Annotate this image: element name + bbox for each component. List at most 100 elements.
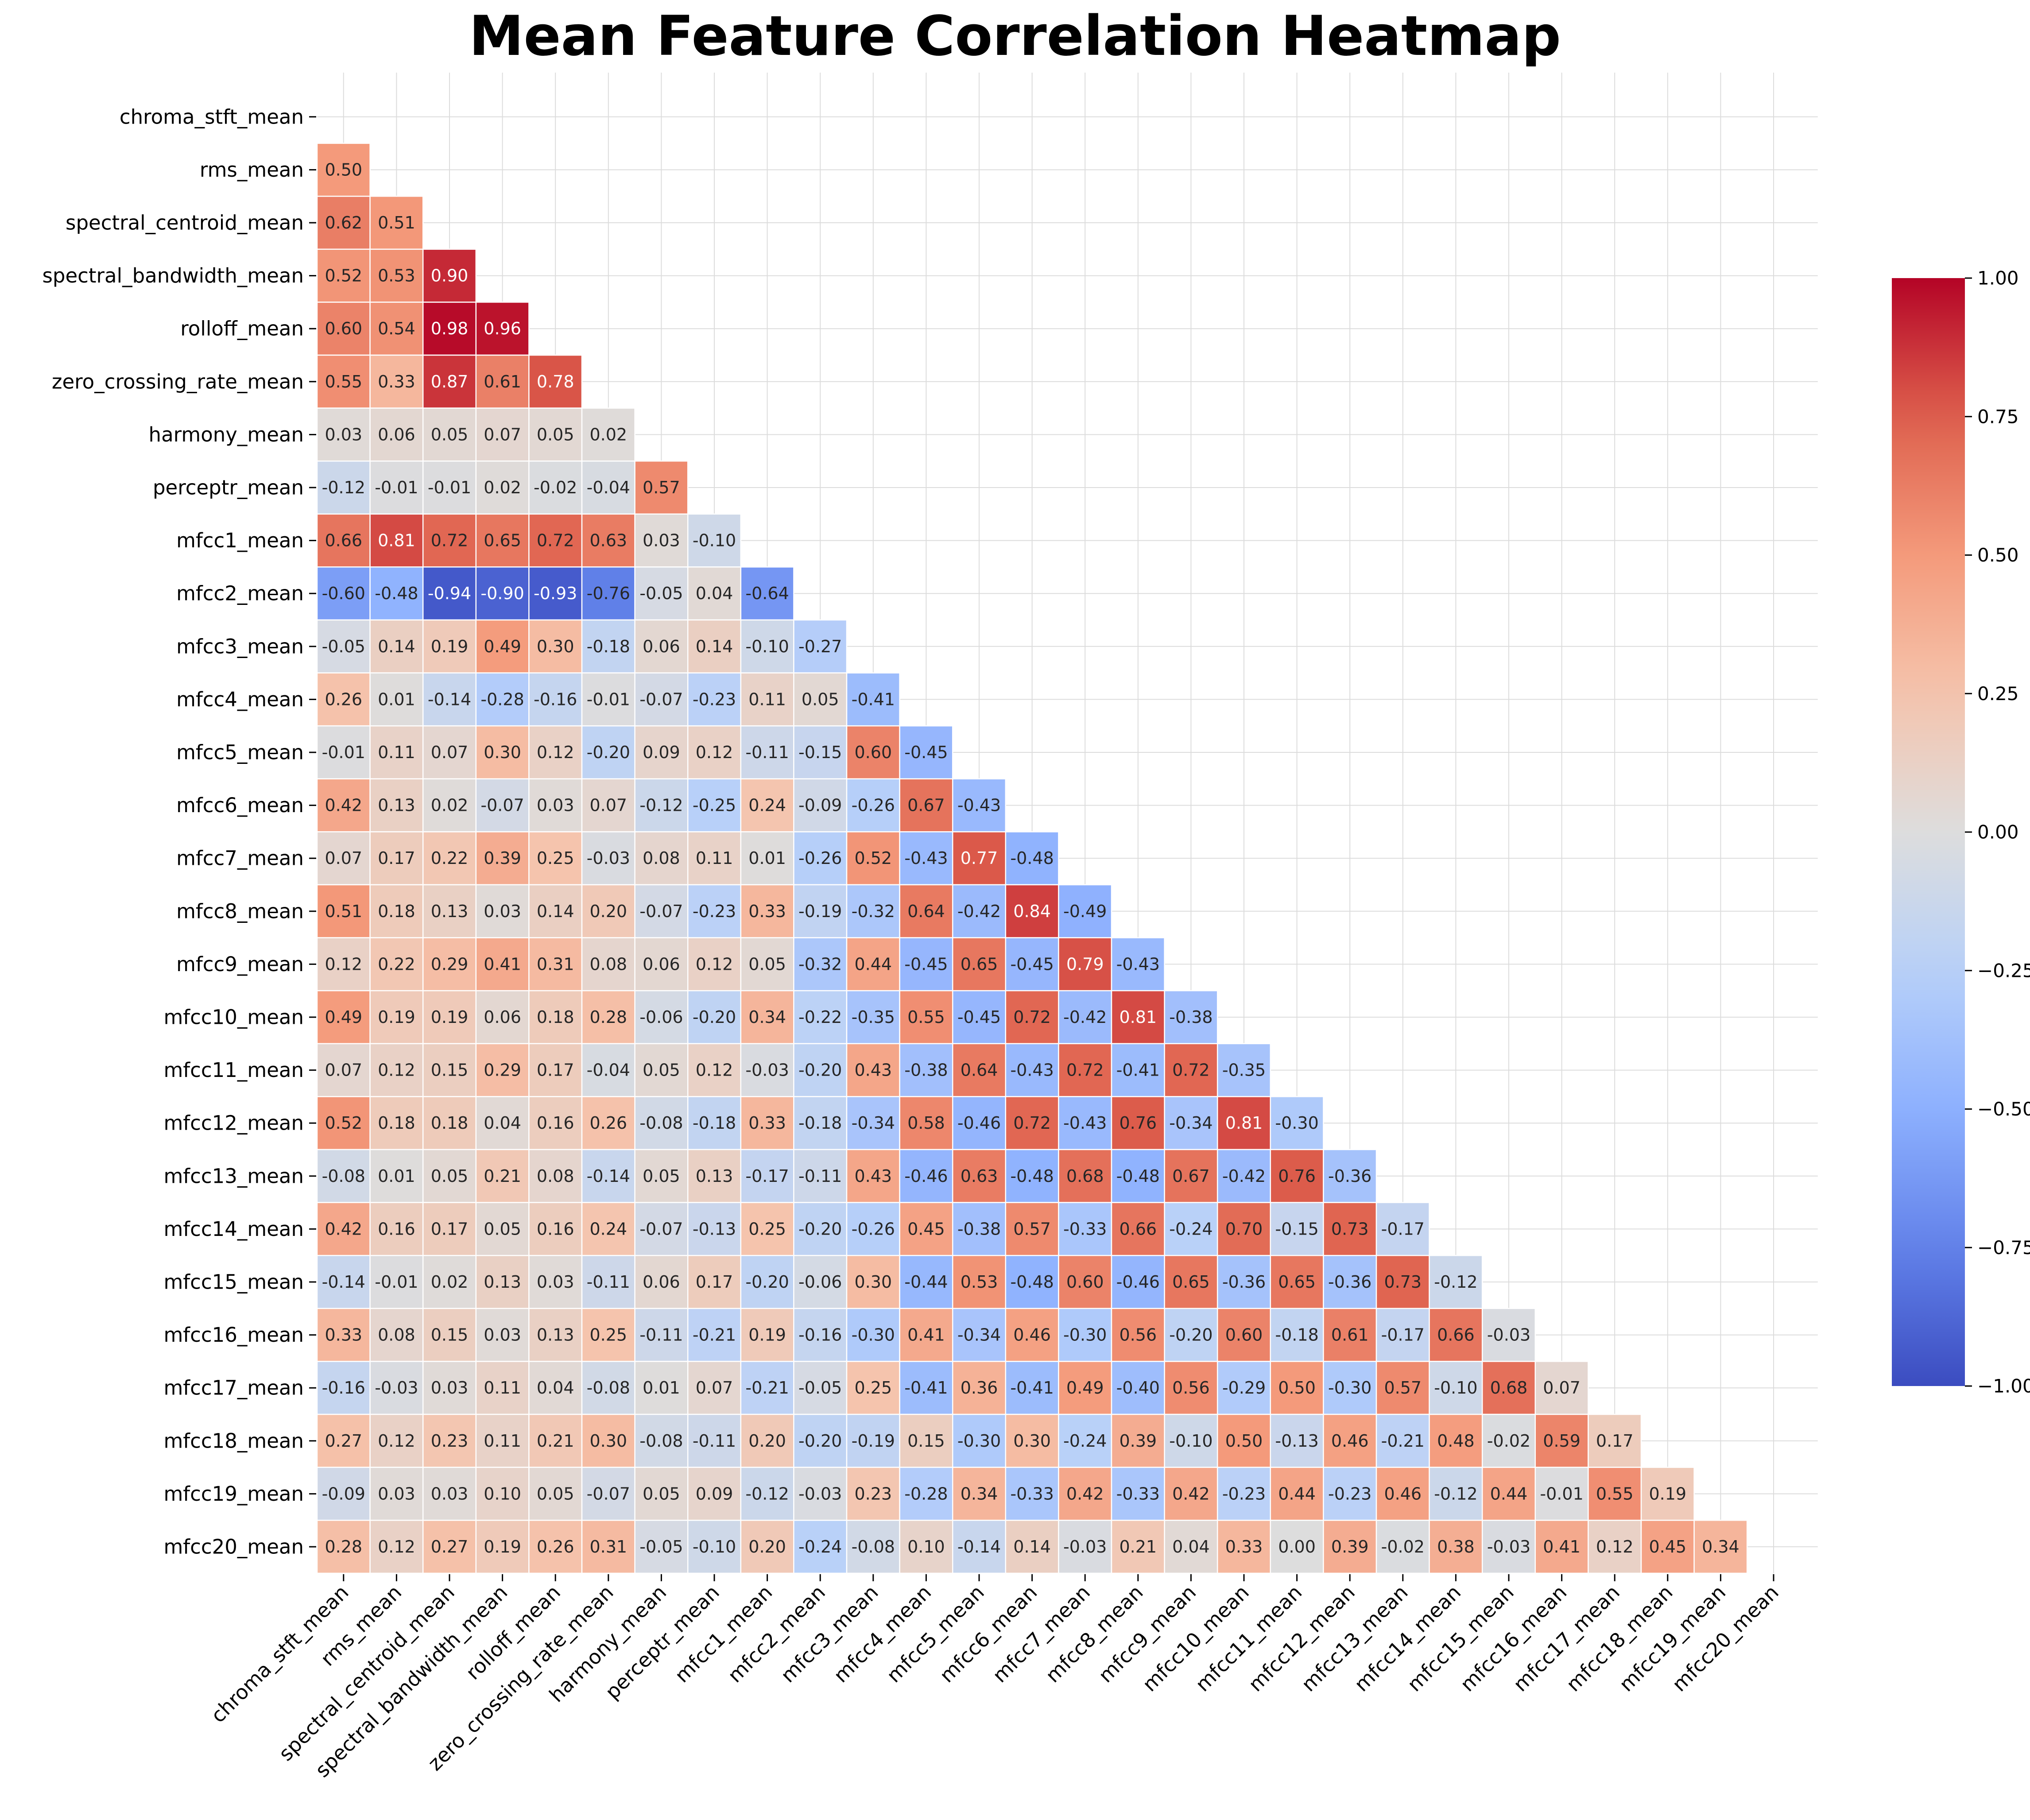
heatmap-cell [1111,1361,1165,1415]
cell-value-label: -0.08 [852,1537,895,1557]
cell-value-label: -0.34 [1169,1113,1213,1133]
heatmap-cell [1429,1361,1483,1415]
heatmap-cell [634,566,689,621]
cell-value-label: 0.14 [378,637,415,656]
cell-value-label: -0.09 [798,796,842,815]
cell-value-label: 0.29 [431,954,469,974]
cell-value-label: 0.25 [854,1378,892,1398]
heatmap-cell [1058,937,1112,991]
heatmap-cell [952,1096,1007,1150]
cell-value-label: -0.18 [798,1113,842,1133]
cell-value-label: -0.26 [852,796,895,815]
cell-value-label: -0.02 [1487,1431,1530,1451]
cell-value-label: 0.02 [484,478,521,497]
heatmap-cell [1164,990,1218,1045]
y-tick-label: mfcc16_mean [163,1323,304,1347]
cell-value-label: -0.03 [798,1484,842,1503]
cell-value-label: 0.22 [378,954,415,974]
heatmap-cell [316,990,371,1045]
heatmap-cell [581,1096,635,1150]
y-tick-label: spectral_bandwidth_mean [42,264,304,287]
heatmap-cell [634,619,689,674]
cell-value-label: 0.52 [854,848,892,868]
heatmap-cell [1005,1361,1059,1415]
cell-value-label: 0.55 [325,372,362,391]
heatmap-cell [528,354,583,409]
cell-value-label: -0.43 [1063,1113,1107,1133]
heatmap-cell [422,1308,477,1362]
heatmap-cell [952,1467,1007,1521]
heatmap-cell [634,1413,689,1468]
heatmap-cell [634,1043,689,1097]
heatmap-cell [1005,1413,1059,1468]
heatmap-cell [316,1519,371,1574]
cell-value-label: -0.38 [904,1061,948,1080]
chart-title: Mean Feature Correlation Heatmap [469,4,1561,68]
cell-value-label: 0.64 [961,1061,998,1080]
heatmap-cell [1216,1361,1271,1415]
heatmap-cell [687,1255,742,1309]
heatmap-cell [528,1255,583,1309]
cell-value-label: -0.23 [1222,1484,1266,1503]
cell-value-label: -0.43 [957,796,1001,815]
heatmap-cell [1111,1202,1165,1256]
cell-value-label: 0.31 [589,1537,627,1557]
heatmap-cell [1375,1361,1430,1415]
heatmap-cell [1323,1413,1377,1468]
heatmap-cell [634,990,689,1045]
cell-value-label: 0.50 [1278,1378,1316,1398]
cell-value-label: 0.43 [854,1061,892,1080]
cell-value-label: 0.63 [589,531,627,550]
cell-value-label: 0.17 [431,1219,469,1239]
y-tick-label: perceptr_mean [153,476,304,500]
cell-value-label: 0.46 [1331,1431,1369,1451]
cell-value-label: 0.15 [907,1431,945,1451]
cell-value-label: -0.05 [322,637,365,656]
cell-value-label: -0.05 [798,1378,842,1398]
cell-value-label: 0.03 [537,796,574,815]
heatmap-cell [1270,1361,1324,1415]
heatmap-cell [687,619,742,674]
heatmap-cell [316,195,371,250]
heatmap-cell [422,1413,477,1468]
cell-value-label: 0.96 [484,319,521,338]
heatmap-cell [316,354,371,409]
y-tick-label: mfcc7_mean [176,847,304,870]
colorbar-tick-label: 0.00 [1977,821,2019,843]
cell-value-label: -0.18 [1275,1325,1318,1345]
heatmap-cell [634,460,689,515]
heatmap-cell [581,1202,635,1256]
heatmap-cell [740,1096,794,1150]
cell-value-label: 0.04 [1172,1537,1210,1557]
cell-value-label: -0.35 [1222,1061,1266,1080]
cell-value-label: 0.81 [1119,1007,1157,1027]
cell-value-label: -0.45 [957,1007,1001,1027]
heatmap-cell [687,1096,742,1150]
cell-value-label: 0.17 [537,1061,574,1080]
heatmap-cell [1640,1519,1695,1574]
heatmap-cell [1640,1467,1695,1521]
cell-value-label: -0.24 [1063,1431,1107,1451]
cell-value-label: 0.09 [696,1484,733,1503]
heatmap-cell [687,1413,742,1468]
heatmap-cell [581,1519,635,1574]
cell-value-label: -0.03 [587,848,630,868]
heatmap-cell [1588,1519,1642,1574]
heatmap-cell [316,1043,371,1097]
heatmap-cell [1270,1149,1324,1203]
heatmap-cells: 0.50 0.62 0.51 0.52 0.53 0.90 0.60 0.54 0.98 0.96… [316,143,1748,1574]
cell-value-label: 0.66 [1437,1325,1475,1345]
heatmap-cell [1005,1308,1059,1362]
heatmap-cell [316,619,371,674]
colorbar-tick-label: 0.75 [1977,406,2019,427]
cell-value-label: 0.33 [378,372,415,391]
cell-value-label: 0.05 [431,425,469,444]
heatmap-cell [581,725,635,780]
heatmap-cell [687,990,742,1045]
heatmap-cell [1323,1467,1377,1521]
cell-value-label: 0.66 [1119,1219,1157,1239]
cell-value-label: -0.38 [1169,1007,1213,1027]
cell-value-label: 0.67 [907,796,945,815]
heatmap-cell [793,1043,848,1097]
cell-value-label: 0.21 [484,1166,521,1186]
